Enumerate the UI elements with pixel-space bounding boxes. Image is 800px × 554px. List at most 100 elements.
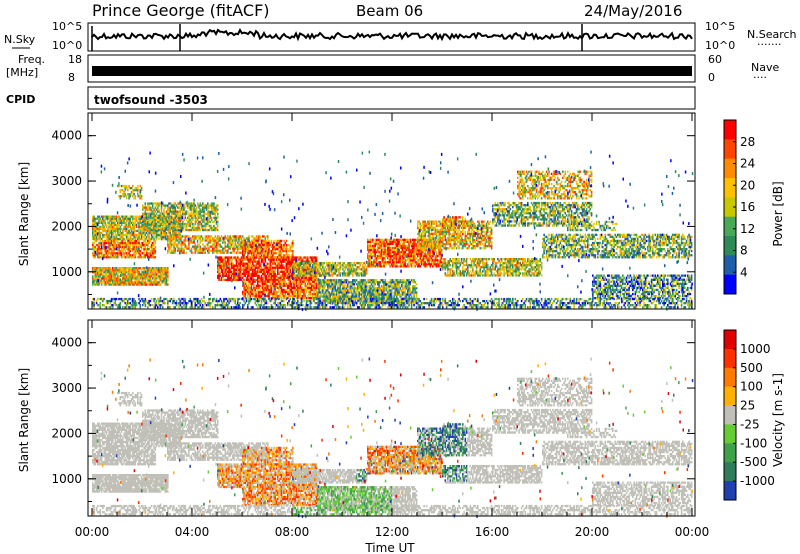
power-cell xyxy=(259,278,262,282)
power-cell xyxy=(108,269,110,272)
power-cell xyxy=(232,249,234,252)
power-cell xyxy=(108,279,110,282)
power-cell xyxy=(118,250,120,253)
power-cell xyxy=(127,236,129,239)
power-cell xyxy=(258,243,260,247)
power-cell xyxy=(323,281,325,284)
power-cell xyxy=(283,266,285,269)
power-cell xyxy=(157,226,159,230)
power-cell xyxy=(240,235,243,238)
power-cell xyxy=(195,249,198,252)
power-cell xyxy=(208,247,210,250)
power-cell xyxy=(192,237,194,240)
power-cell xyxy=(230,264,233,267)
power-cell xyxy=(262,235,264,238)
power-cell xyxy=(144,239,147,243)
power-cell xyxy=(343,272,345,275)
power-cell xyxy=(295,297,298,300)
power-cell xyxy=(192,208,194,211)
power-cell xyxy=(112,250,114,253)
power-cell xyxy=(184,235,187,238)
power-cell xyxy=(323,297,325,300)
power-cell xyxy=(263,292,265,296)
power-cell xyxy=(133,273,135,276)
power-cell xyxy=(92,279,94,282)
power-cell xyxy=(200,226,203,230)
power-cell xyxy=(362,289,364,292)
power-cell xyxy=(177,243,179,246)
power-cell xyxy=(188,216,190,219)
power-cell xyxy=(93,277,95,280)
power-cell xyxy=(198,210,200,213)
power-cell xyxy=(257,237,259,240)
power-cell xyxy=(143,239,145,243)
power-cell xyxy=(260,254,263,257)
power-cell xyxy=(244,256,247,259)
power-cell xyxy=(253,268,255,271)
power-cell xyxy=(240,262,243,265)
power-cell xyxy=(182,228,184,232)
power-cell xyxy=(127,227,129,231)
power-cell xyxy=(275,258,278,261)
power-cell xyxy=(349,262,352,265)
power-cell xyxy=(95,271,98,274)
power-cell xyxy=(264,264,267,267)
power-cell xyxy=(263,245,265,249)
power-cell xyxy=(289,245,292,249)
power-cell xyxy=(190,208,193,211)
power-cell xyxy=(269,254,272,257)
power-cell xyxy=(270,252,273,255)
power-cell xyxy=(163,216,165,219)
power-cell xyxy=(158,269,160,272)
power-cell xyxy=(232,258,234,261)
power-cell xyxy=(167,235,169,238)
power-cell xyxy=(124,271,127,274)
power-cell xyxy=(328,293,330,296)
power-cell xyxy=(125,271,128,274)
power-cell xyxy=(100,250,103,253)
power-cell xyxy=(93,256,95,259)
power-cell xyxy=(108,275,110,278)
power-cell xyxy=(222,247,224,250)
power-cell xyxy=(139,227,142,231)
power-cell xyxy=(114,252,117,255)
power-cell xyxy=(323,295,325,298)
power-cell xyxy=(280,270,283,273)
power-cell xyxy=(244,272,247,275)
power-cell xyxy=(338,281,340,284)
power-cell xyxy=(279,292,282,296)
power-cell xyxy=(283,272,285,275)
power-cell xyxy=(310,262,313,265)
power-cell xyxy=(145,214,148,217)
power-cell xyxy=(288,266,290,269)
power-cell xyxy=(154,283,157,286)
power-cell xyxy=(163,279,165,282)
power-cell xyxy=(243,264,245,267)
power-cell xyxy=(318,274,320,277)
power-cell xyxy=(119,283,122,286)
power-cell xyxy=(292,280,294,283)
power-cell xyxy=(310,270,313,273)
power-cell xyxy=(278,250,280,253)
power-cell xyxy=(368,287,370,290)
power-cell xyxy=(193,206,195,209)
power-cell xyxy=(115,269,118,272)
power-cell xyxy=(104,254,107,257)
power-cell xyxy=(147,243,149,247)
power-cell xyxy=(268,278,270,282)
power-cell xyxy=(105,256,108,259)
power-cell xyxy=(265,286,268,290)
power-cell xyxy=(178,202,180,205)
power-cell xyxy=(370,291,373,294)
power-cell xyxy=(138,271,140,274)
power-cell xyxy=(98,279,100,282)
power-cell xyxy=(207,237,209,240)
power-cell xyxy=(115,223,118,226)
power-cell xyxy=(122,281,124,284)
power-cell xyxy=(238,235,240,238)
power-cell xyxy=(105,248,108,251)
cpid-value: twofsound -3503 xyxy=(94,93,208,107)
power-cell xyxy=(252,245,254,249)
power-cell xyxy=(372,285,374,288)
power-cell xyxy=(175,243,178,246)
